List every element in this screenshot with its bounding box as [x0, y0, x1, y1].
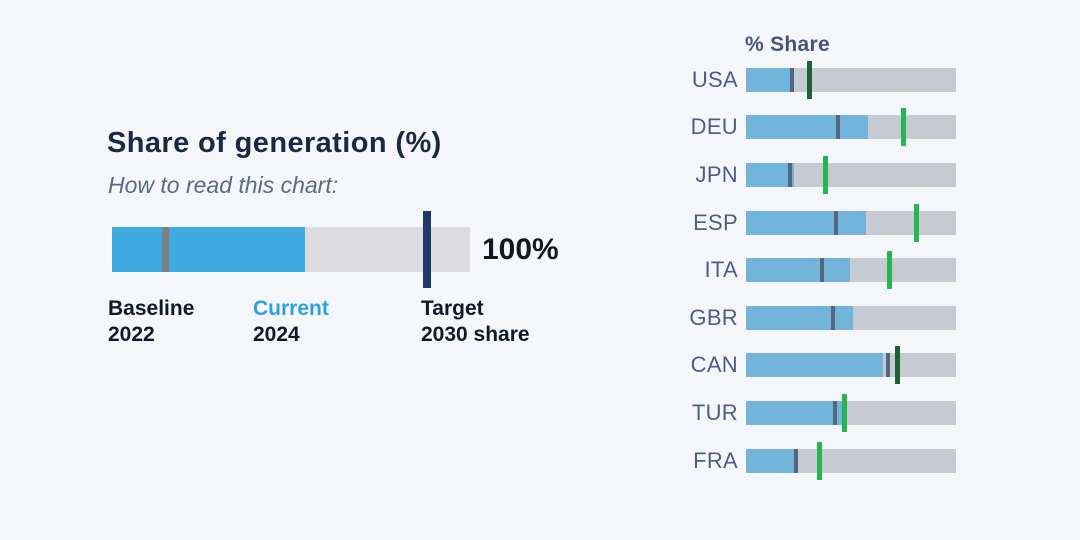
share-bar-track: [746, 393, 956, 432]
target-tick: [901, 108, 906, 147]
country-label: ESP: [693, 209, 738, 235]
country-label: GBR: [689, 304, 738, 330]
baseline-marker: [834, 210, 839, 235]
country-label: TUR: [691, 399, 738, 425]
legend-target-label: Target: [421, 297, 484, 320]
legend-demo-bar: [112, 211, 470, 288]
country-label: FRA: [693, 447, 738, 473]
legend-baseline-year: 2022: [108, 323, 155, 346]
current-share-bar: [746, 305, 854, 330]
baseline-marker: [836, 115, 841, 140]
target-tick: [823, 155, 829, 194]
country-row: GBR: [676, 294, 966, 342]
country-label: USA: [691, 66, 738, 92]
share-bar-track: [746, 155, 956, 194]
country-row: JPN: [676, 151, 966, 199]
share-bar-track: [746, 305, 956, 330]
how-to-read-subtitle: How to read this chart:: [108, 172, 339, 198]
country-row: ITA: [676, 246, 966, 294]
target-tick: [894, 346, 900, 385]
baseline-marker: [788, 162, 793, 187]
target-tick: [817, 441, 822, 480]
legend-current-year: 2024: [253, 323, 300, 346]
current-share-bar: [746, 115, 868, 140]
target-tick: [842, 393, 848, 432]
baseline-marker: [794, 448, 799, 473]
country-row: USA: [676, 56, 966, 104]
baseline-marker: [831, 305, 836, 330]
full-scale-label: 100%: [482, 233, 559, 266]
legend-item-baseline: Baseline 2022: [108, 296, 194, 348]
country-row: TUR: [676, 389, 966, 437]
current-share-bar: [746, 258, 850, 283]
current-share-bar: [746, 162, 795, 187]
current-share-bar: [746, 400, 843, 425]
current-share-bar: [746, 67, 794, 92]
baseline-marker: [885, 353, 890, 378]
share-bar-track: [746, 346, 956, 385]
country-label: DEU: [690, 114, 738, 140]
legend-item-current: Current 2024: [253, 296, 329, 348]
current-share-bar: [746, 448, 798, 473]
share-bar-track: [746, 60, 956, 99]
demo-target-tick: [423, 211, 432, 288]
chart-title: Share of generation (%): [107, 127, 442, 159]
target-tick: [913, 203, 919, 242]
country-bar-chart: USA DEU JPN ESP ITA GBR CAN TUR FRA: [676, 56, 966, 484]
country-row: CAN: [676, 342, 966, 390]
current-share-bar: [746, 353, 883, 378]
country-row: ESP: [676, 199, 966, 247]
country-label: CAN: [690, 352, 738, 378]
baseline-marker: [819, 258, 824, 283]
share-bar-track: [746, 108, 956, 147]
country-row: DEU: [676, 104, 966, 152]
current-share-bar: [746, 210, 866, 235]
target-tick: [887, 251, 893, 290]
share-bar-track: [746, 251, 956, 290]
baseline-marker: [790, 67, 795, 92]
legend-baseline-label: Baseline: [108, 297, 195, 320]
share-bar-track: [746, 203, 956, 242]
country-label: ITA: [704, 257, 738, 283]
legend-target-year: 2030 share: [421, 323, 530, 346]
country-row: FRA: [676, 437, 966, 485]
target-tick: [806, 60, 812, 99]
baseline-marker: [833, 400, 838, 425]
axis-header: % Share: [745, 33, 830, 56]
country-label: JPN: [695, 161, 738, 187]
share-bar-track: [746, 441, 956, 480]
demo-current-bar: [112, 227, 306, 272]
legend-current-label: Current: [253, 297, 329, 320]
demo-baseline-marker: [162, 227, 170, 272]
legend-item-target: Target 2030 share: [421, 296, 530, 348]
